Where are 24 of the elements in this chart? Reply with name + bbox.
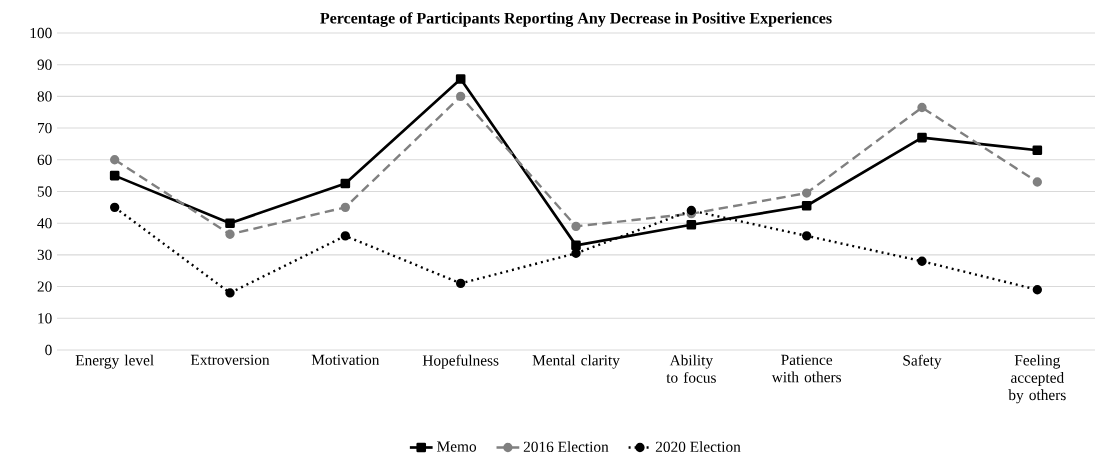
x-tick-label: Mental clarity [532, 354, 620, 369]
legend-label: Memo [437, 441, 477, 452]
x-tick-label: Feeling accepted by others [1008, 354, 1066, 404]
x-tick-label: Motivation [311, 354, 380, 365]
legend-label: 2020 Election [655, 441, 741, 452]
x-tick-label: Hopefulness [422, 354, 499, 369]
chart-title: Percentage of Participants Reporting Any Decrease in Positive Experiences [320, 12, 832, 27]
y-tick-label: 10 [38, 313, 52, 324]
y-tick-label: 90 [37, 59, 52, 70]
y-tick-label: 30 [37, 249, 52, 261]
x-tick-label: Ability to focus [666, 354, 716, 383]
legend-label: 2016 Election [523, 441, 609, 452]
y-tick-label: 70 [37, 122, 52, 134]
y-tick-label: 20 [37, 281, 52, 292]
y-tick-label: 50 [37, 186, 52, 197]
y-tick-label: 100 [30, 27, 52, 39]
y-tick-label: 40 [37, 218, 52, 229]
y-tick-label: 60 [37, 154, 52, 165]
x-tick-label: Energy level [75, 354, 154, 369]
x-tick-label: Extroversion [190, 354, 270, 365]
y-tick-label: 0 [45, 344, 52, 356]
x-tick-label: Patience with others [771, 354, 842, 383]
y-tick-label: 80 [37, 91, 52, 102]
x-tick-label: Safety [903, 354, 942, 369]
